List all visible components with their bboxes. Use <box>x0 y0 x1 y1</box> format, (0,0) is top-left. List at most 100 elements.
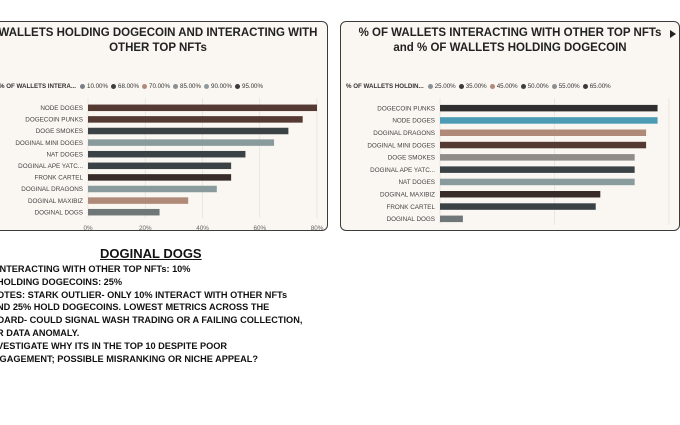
bar[interactable] <box>88 185 217 193</box>
legend-item[interactable]: 50.00% <box>520 83 549 90</box>
legend-label: 10.00% <box>87 83 108 90</box>
category-label: NODE DOGES <box>40 105 83 112</box>
legend-item[interactable]: 85.00% <box>173 83 201 90</box>
category-label: NAT DOGES <box>46 151 83 158</box>
legend-item[interactable]: 90.00% <box>204 83 232 90</box>
category-label: NODE DOGES <box>392 118 435 125</box>
legend-item[interactable]: 95.00% <box>235 83 263 90</box>
legend-label: 90.00% <box>211 83 232 90</box>
legend-item[interactable]: 65.00% <box>582 83 611 90</box>
legend-title: % OF WALLETS HOLDIN... <box>346 83 424 90</box>
chart-title: % OF WALLETS INTERACTING WITH OTHER TOP … <box>358 27 662 54</box>
category-label: DOGE SMOKES <box>388 155 435 162</box>
bar[interactable] <box>440 166 635 173</box>
legend-dot-icon <box>551 83 557 89</box>
legend-dot-icon <box>520 83 526 89</box>
x-tick-label: 0% <box>83 225 93 231</box>
legend-item[interactable]: 45.00% <box>489 83 518 90</box>
legend-label: 68.00% <box>118 83 139 90</box>
bar[interactable] <box>88 197 189 204</box>
legend-label: 35.00% <box>465 83 487 90</box>
legend-dot-icon <box>582 83 588 89</box>
legend-dot-icon <box>204 83 209 89</box>
legend-item[interactable]: 10.00% <box>80 83 108 90</box>
chart-title: WALLETS HOLDING DOGECOIN AND INTERACTING… <box>0 27 318 54</box>
bar[interactable] <box>440 215 463 223</box>
category-label: DOGINAL APE YATC... <box>370 167 435 174</box>
bar[interactable] <box>88 116 303 123</box>
category-label: DOGINAL MAXIBIZ <box>380 191 435 198</box>
legend-label: 70.00% <box>149 83 170 90</box>
category-label: DOGECOIN PUNKS <box>25 117 83 124</box>
legend-item[interactable]: 25.00% <box>427 83 456 90</box>
notes-title: DOGINAL DOGS <box>100 246 202 261</box>
chart-panel-wallets-dogecoin-nfts: WALLETS HOLDING DOGECOIN AND INTERACTING… <box>0 21 328 231</box>
legend-label: 25.00% <box>434 83 456 90</box>
legend-dot-icon <box>111 83 116 89</box>
category-label: NAT DOGES <box>398 179 435 186</box>
bar[interactable] <box>88 150 246 158</box>
category-label: DOGINAL MINI DOGES <box>367 142 435 149</box>
notes-line: OTES: STARK OUTLIER- ONLY 10% INTERACT W… <box>0 289 288 300</box>
category-label: FRONK CARTEL <box>34 175 83 182</box>
bar[interactable] <box>440 117 658 124</box>
bar[interactable] <box>440 141 647 149</box>
bar[interactable] <box>440 178 635 186</box>
legend-title: % OF WALLETS INTERA... <box>0 83 76 90</box>
legend-label: 85.00% <box>180 83 201 90</box>
category-label: FRONK CARTEL <box>386 204 435 211</box>
category-label: DOGINAL MAXIBIZ <box>28 198 83 205</box>
category-label: DOGE SMOKES <box>36 128 83 135</box>
legend-dot-icon <box>80 83 85 89</box>
x-tick-label: 40% <box>196 225 209 231</box>
notes-line: VESTIGATE WHY ITS IN THE TOP 10 DESPITE … <box>0 340 228 351</box>
bar[interactable] <box>88 208 160 216</box>
category-label: DOGINAL APE YATC... <box>18 163 83 170</box>
notes-line: INTERACTING WITH OTHER TOP NFTs: 10% <box>0 264 191 274</box>
category-label: DOGINAL DRAGONS <box>373 130 435 137</box>
bar[interactable] <box>88 104 317 112</box>
legend-item[interactable]: 35.00% <box>458 83 487 90</box>
bar[interactable] <box>440 154 635 161</box>
chart-legend: % OF WALLETS INTERA... 10.00% 68.00% 70.00%… <box>0 83 266 90</box>
bar-chart: 0% 20% 40% 60% 80% NODE DOGES DOGECOIN PUNKS DO… <box>15 98 324 231</box>
bar[interactable] <box>440 104 658 112</box>
legend-dot-icon <box>235 83 240 89</box>
bar[interactable] <box>440 129 647 137</box>
bar[interactable] <box>88 127 289 135</box>
legend-label: 45.00% <box>496 83 518 90</box>
legend-dot-icon <box>142 83 147 89</box>
legend-label: 50.00% <box>527 83 549 90</box>
legend-dot-icon <box>489 83 495 89</box>
x-tick-label: 20% <box>139 225 152 231</box>
legend-label: 55.00% <box>558 83 580 90</box>
legend-item[interactable]: 55.00% <box>551 83 580 90</box>
play-arrow-icon[interactable] <box>670 30 676 38</box>
bar[interactable] <box>440 191 601 198</box>
legend-dot-icon <box>173 83 178 89</box>
category-label: DOGECOIN PUNKS <box>377 105 435 112</box>
bar[interactable] <box>88 139 275 146</box>
category-label: DOGINAL DOGS <box>35 209 83 216</box>
legend-item[interactable]: 70.00% <box>142 83 170 90</box>
notes-line: R DATA ANOMALY. <box>0 328 80 338</box>
bar[interactable] <box>88 162 232 170</box>
legend-label: 95.00% <box>242 83 263 90</box>
chart-panel-interacting-holding: % OF WALLETS INTERACTING WITH OTHER TOP … <box>340 21 680 231</box>
legend-label: 65.00% <box>589 83 611 90</box>
x-tick-label: 80% <box>311 225 324 231</box>
category-label: DOGINAL DRAGONS <box>21 186 83 193</box>
notes-line: OARD- COULD SIGNAL WASH TRADING OR A FAI… <box>0 315 303 326</box>
legend-dot-icon <box>427 83 433 89</box>
legend-item[interactable]: 68.00% <box>111 83 139 90</box>
legend-dot-icon <box>458 83 464 89</box>
notes-line: HOLDING DOGECOINS: 25% <box>0 276 123 287</box>
notes-line: IGAGEMENT; POSSIBLE MISRANKING OR NICHE … <box>0 353 259 364</box>
bar[interactable] <box>440 203 596 210</box>
bar[interactable] <box>88 174 232 181</box>
category-label: DOGINAL DOGS <box>387 216 435 223</box>
category-label: DOGINAL MINI DOGES <box>15 140 83 147</box>
notes-line: ND 25% HOLD DOGECOINS. LOWEST METRICS AC… <box>0 302 270 313</box>
chart-legend: % OF WALLETS HOLDIN... 25.00% 35.00% 45.00%… <box>346 83 614 90</box>
